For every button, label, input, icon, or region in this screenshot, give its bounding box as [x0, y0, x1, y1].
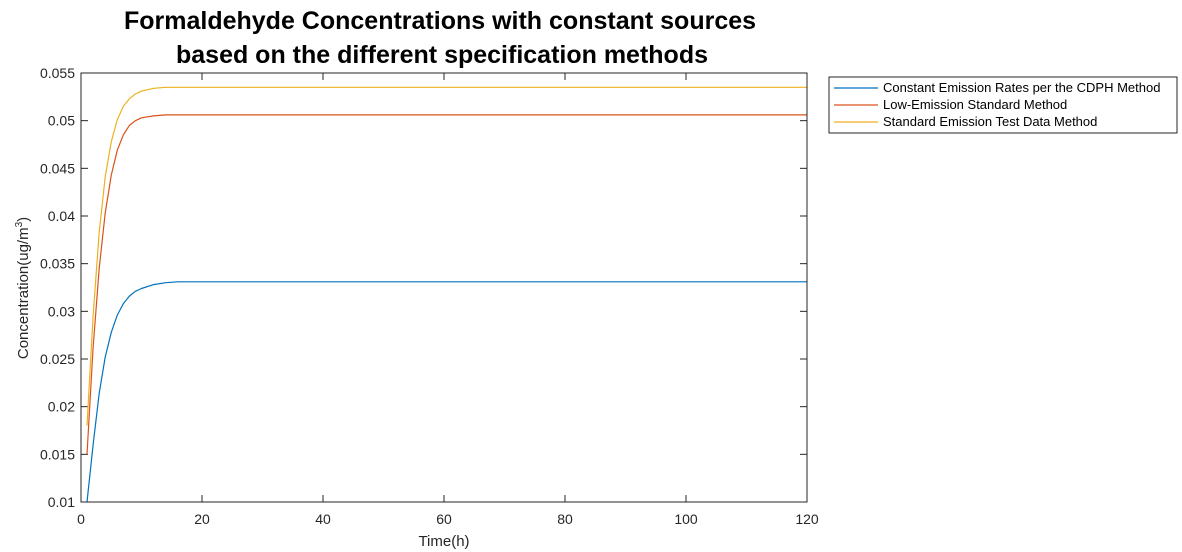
y-axis-label-main: Concentration(ug/m	[15, 227, 32, 359]
plot-area	[81, 73, 807, 502]
x-tick-label: 120	[795, 511, 819, 527]
y-axis-label-superscript: 3	[14, 221, 25, 227]
legend: Constant Emission Rates per the CDPH Met…	[828, 76, 1178, 134]
tick-group: 0 20 40 60 80 100 120 0.01 0.015 0.02 0.025 0.03 0.0…	[40, 65, 819, 527]
y-tick-label: 0.025	[40, 351, 75, 367]
y-axis-label: Concentration(ug/m3)	[14, 217, 32, 359]
legend-label-standard-test: Standard Emission Test Data Method	[883, 114, 1097, 129]
x-tick-label: 0	[77, 511, 85, 527]
y-tick-label: 0.01	[48, 494, 75, 510]
y-axis-label-suffix: )	[15, 217, 32, 222]
y-tick-label: 0.05	[48, 113, 75, 129]
y-tick-label: 0.015	[40, 446, 75, 462]
series-line-low-emission	[86, 114, 807, 455]
y-tick-label: 0.035	[40, 256, 75, 272]
x-tick-label: 40	[315, 511, 331, 527]
y-tick-label: 0.04	[48, 208, 75, 224]
legend-box	[828, 76, 1178, 134]
x-tick-label: 80	[557, 511, 573, 527]
legend-label-cdph: Constant Emission Rates per the CDPH Met…	[883, 80, 1160, 95]
plot-frame	[80, 72, 808, 503]
series-line-standard-test	[86, 86, 807, 426]
y-tick-label: 0.045	[40, 160, 75, 176]
legend-label-low-emission: Low-Emission Standard Method	[883, 97, 1067, 112]
x-tick-label: 20	[194, 511, 210, 527]
y-tick-label: 0.02	[48, 399, 75, 415]
chart-title-line-2: based on the different specification met…	[176, 41, 708, 69]
y-tick-label: 0.03	[48, 303, 75, 319]
chart-title-line-1: Formaldehyde Concentrations with constan…	[124, 7, 756, 35]
series-line-cdph	[86, 281, 807, 503]
series-group	[86, 86, 807, 503]
x-tick-label: 100	[674, 511, 698, 527]
x-axis-label: Time(h)	[418, 533, 469, 550]
x-tick-label: 60	[436, 511, 452, 527]
y-tick-label: 0.055	[40, 65, 75, 81]
